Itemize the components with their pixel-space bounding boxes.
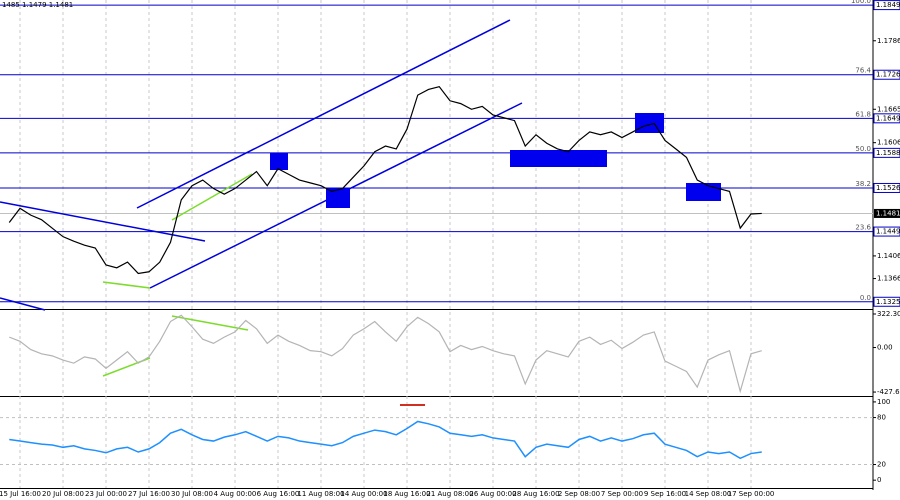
y-tick-label: 1.1366 [877, 275, 900, 283]
series-line [8, 85, 762, 275]
zone [270, 153, 288, 170]
fib-ratio: 50.0 [855, 145, 871, 153]
fib-price-label: 1.1325 [876, 298, 900, 306]
fib-price-label: 1.1526 [876, 184, 900, 192]
x-tick-label: 11 Aug 08:00 [297, 490, 344, 498]
x-tick-label: 14 Aug 00:00 [340, 490, 387, 498]
x-tick-label: 2 Sep 08:00 [558, 490, 600, 498]
x-tick-label: 23 Jul 00:00 [85, 490, 127, 498]
fib-ratio: 23.6 [855, 224, 871, 232]
x-tick-label: 4 Aug 00:00 [214, 490, 257, 498]
x-tick-label: 14 Sep 08:00 [685, 490, 732, 498]
x-tick-label: 6 Aug 16:00 [257, 490, 300, 498]
x-tick-label: 28 Aug 16:00 [512, 490, 559, 498]
y-tick-label: 1.1786 [877, 37, 900, 45]
y-tick-label: 20 [877, 461, 886, 469]
y-tick-label: 1.1606 [877, 139, 900, 147]
current-price-label: 1.1481 [876, 209, 900, 217]
fib-ratio: 38.2 [855, 180, 871, 188]
fib-price-label: 1.1849 [876, 1, 900, 9]
x-tick-label: 20 Jul 08:00 [42, 490, 84, 498]
y-tick-label: -427.686 [877, 388, 900, 396]
x-tick-label: 9 Sep 16:00 [644, 490, 686, 498]
y-tick-label: 322.3074 [877, 310, 900, 318]
annotations [0, 19, 721, 406]
current-price-box [874, 208, 900, 218]
fib-ratio: 61.8 [855, 110, 871, 118]
zone [635, 113, 664, 133]
y-tick-label: 0.00 [877, 344, 893, 352]
trend-line [0, 297, 46, 311]
fib-price-box [873, 182, 900, 193]
x-tick-label: 21 Aug 08:00 [426, 490, 473, 498]
zone [510, 150, 607, 167]
x-tick-label: 30 Jul 08:00 [171, 490, 213, 498]
y-tick-label: 1.1665 [877, 105, 900, 113]
fib-price-label: 1.1649 [876, 114, 900, 122]
x-tick-label: 17 Sep 00:00 [728, 490, 775, 498]
price-header: 1485 1.1479 1.1481 [2, 1, 73, 9]
divergence-line [102, 281, 151, 289]
zone [686, 183, 721, 201]
channel-upper [136, 19, 511, 209]
fib-ratio: 76.4 [855, 67, 871, 75]
x-tick-label: 7 Sep 00:00 [601, 490, 643, 498]
divergence-line [171, 173, 253, 221]
fib-price-label: 1.1588 [876, 149, 900, 157]
fib-price-box [873, 147, 900, 158]
x-tick-label: 27 Jul 16:00 [128, 490, 170, 498]
y-tick-label: 100 [877, 398, 890, 406]
fib-price-box [873, 296, 900, 307]
fib-price-box [873, 226, 900, 237]
series-line [9, 420, 762, 460]
x-tick-label: 26 Aug 00:00 [469, 490, 516, 498]
fib-ratio: 0.0 [860, 294, 871, 302]
trend-line [0, 201, 206, 242]
fib-price-label: 1.1726 [876, 71, 900, 79]
x-tick-label: 18 Aug 16:00 [383, 490, 430, 498]
y-tick-label: 1.1406 [877, 252, 900, 260]
x-tick-label: 15 Jul 16:00 [0, 490, 41, 498]
fib-ratio: 100.0 [851, 0, 871, 5]
zone [326, 188, 350, 208]
y-tick-label: 0 [877, 476, 881, 484]
fib-price-box [873, 113, 900, 124]
fib-price-box [873, 69, 900, 80]
fib-price-label: 1.1449 [876, 228, 900, 236]
series-line [9, 314, 762, 394]
y-tick-label: 80 [877, 414, 886, 422]
fib-price-box [873, 0, 900, 11]
